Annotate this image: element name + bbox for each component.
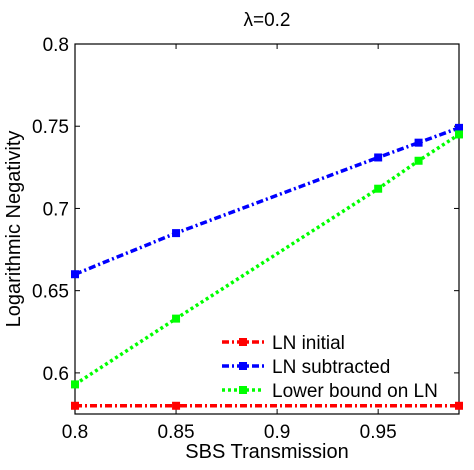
data-point [455,130,463,139]
data-point [455,123,463,132]
legend-label: Lower bound on LN [272,381,438,402]
y-axis-title: Logarithmic Negativity [3,131,25,328]
x-tick-label: 0.9 [264,422,290,443]
data-point [71,270,79,279]
data-point [172,229,181,238]
data-point [71,380,79,389]
y-tick-label: 0.8 [43,35,69,56]
chart-title: λ=0.2 [243,10,290,31]
x-tick-label: 0.85 [158,422,195,443]
x-tick-label: 0.95 [360,422,397,443]
series-3 [71,130,463,389]
plot-area [74,43,460,415]
data-point [71,401,79,410]
data-point [374,153,383,162]
data-point [455,401,463,410]
series-layer [71,123,463,410]
legend-marker [239,362,247,370]
legend-label: LN subtracted [272,357,390,378]
y-tick-label: 0.7 [43,199,69,220]
y-tick-label: 0.75 [32,117,69,138]
axis-ticks: 0.8 0.85 0.9 0.95 0.6 0.65 0.7 0.75 0.8 [32,35,459,443]
y-tick-label: 0.6 [43,364,69,385]
data-point [172,314,181,323]
legend-label: LN initial [272,333,345,354]
legend-marker [239,338,247,346]
x-axis-title: SBS Transmission [185,441,348,463]
series-2 [71,123,463,279]
data-point [414,138,423,147]
series-1 [71,401,463,410]
data-point [172,401,181,410]
legend: LN initial LN subtracted Lower bound on LN [222,333,438,402]
x-tick-label: 0.8 [62,422,88,443]
y-tick-label: 0.65 [32,282,69,303]
data-point [414,156,423,165]
data-point [374,184,383,193]
legend-marker [239,386,247,394]
